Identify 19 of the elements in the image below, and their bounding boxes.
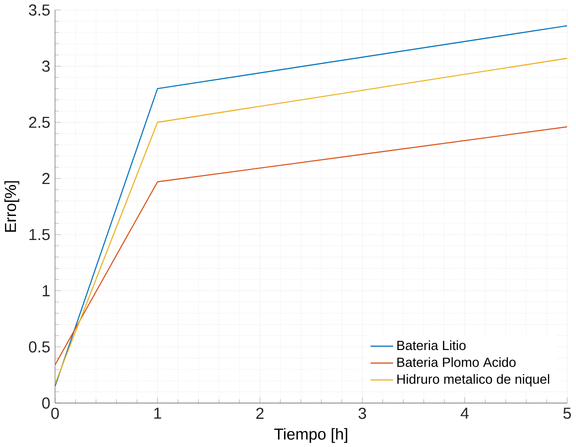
y-tick-label: 2.5 — [29, 116, 50, 128]
x-tick-label: 5 — [563, 408, 571, 419]
x-tick-label: 2 — [256, 408, 264, 419]
x-axis-title: Tiempo [h] — [274, 428, 348, 443]
legend-label: Bateria Litio — [397, 340, 466, 350]
x-tick-label: 4 — [460, 408, 469, 419]
x-tick-label: 1 — [154, 408, 162, 419]
y-tick-label: 0.5 — [28, 341, 50, 352]
y-tick-label: 1 — [42, 285, 50, 296]
x-tick-label: 0 — [51, 408, 59, 419]
legend-label: Bateria Plomo Acido — [397, 357, 516, 367]
y-tick-label: 0 — [42, 397, 50, 409]
y-tick-label: 1.5 — [30, 228, 50, 240]
y-tick-label: 3 — [42, 60, 50, 72]
x-tick-label: 3 — [358, 408, 366, 419]
y-axis-title: Erro[%] — [4, 181, 20, 232]
y-tick-label: 3.5 — [28, 4, 50, 16]
y-tick-label: 2 — [42, 172, 50, 184]
legend-label: Hidruro metalico de niquel — [397, 374, 550, 386]
